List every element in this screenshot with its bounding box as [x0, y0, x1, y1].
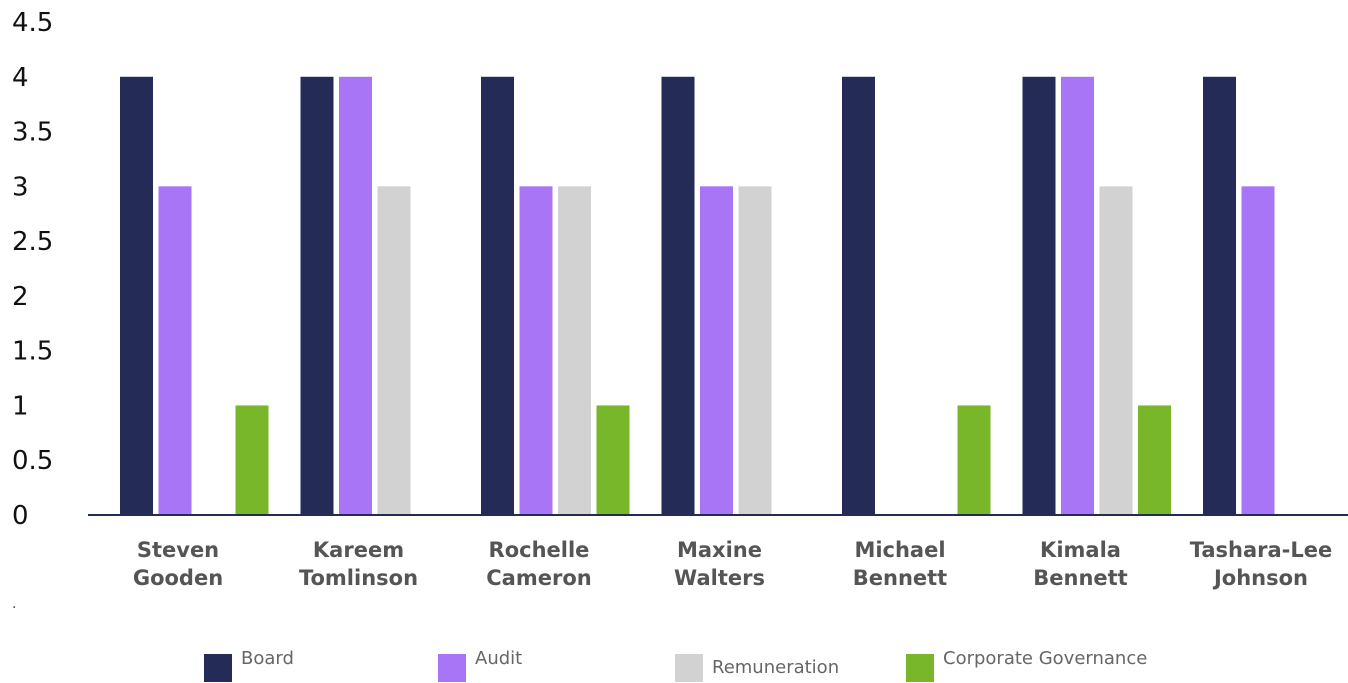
x-tick-label: Kareem: [313, 538, 404, 562]
bar-remuneration: [1099, 186, 1133, 516]
bar-board: [300, 76, 334, 516]
legend: Board Audit Remuneration Corporate Governan…: [204, 648, 1147, 682]
bar-corporate-governance: [957, 405, 991, 515]
bar-board: [842, 76, 875, 516]
x-tick-label: Steven: [137, 538, 219, 562]
legend-label: Corporate Governance: [943, 648, 1147, 669]
x-tick-label: Michael: [854, 538, 945, 562]
legend-item-remuneration: Remuneration: [675, 654, 839, 682]
legend-item-audit: Audit: [438, 648, 522, 682]
legend-label: Board: [241, 648, 294, 669]
legend-swatch: [675, 654, 703, 682]
footnote-dot: .: [12, 596, 16, 612]
bar-board: [661, 76, 695, 516]
bar-audit: [1061, 76, 1094, 516]
bar-corporate-governance: [235, 405, 269, 515]
bar-remuneration: [558, 186, 591, 516]
legend-label: Audit: [475, 648, 522, 669]
y-tick-label: 4: [12, 63, 29, 93]
bar-audit: [519, 186, 553, 516]
y-tick-label: 1: [12, 391, 29, 421]
y-tick-label: 2.5: [12, 227, 53, 257]
x-tick-label: Walters: [674, 566, 765, 590]
legend-swatch: [438, 654, 466, 682]
bars-layer: [120, 76, 1275, 516]
y-tick-label: 0: [12, 501, 29, 531]
bar-audit: [158, 186, 192, 516]
x-tick-label: Bennett: [853, 566, 947, 590]
x-axis-labels: Steven Gooden Kareem Tomlinson Rochelle Camer…: [133, 538, 1332, 590]
y-tick-label: 2: [12, 282, 29, 312]
bar-audit: [1241, 186, 1275, 516]
bar-board: [1203, 76, 1236, 516]
bar-board: [481, 76, 514, 516]
x-tick-label: Johnson: [1212, 566, 1308, 590]
legend-swatch: [204, 654, 232, 682]
legend-label: Remuneration: [712, 657, 839, 678]
bar-remuneration: [377, 186, 411, 516]
x-tick-label: Tomlinson: [299, 566, 418, 590]
x-tick-label: Kimala: [1040, 538, 1121, 562]
bar-board: [1022, 76, 1056, 516]
x-tick-label: Rochelle: [489, 538, 590, 562]
legend-item-corporate-governance: Corporate Governance: [906, 648, 1147, 682]
legend-item-board: Board: [204, 648, 294, 682]
bar-corporate-governance: [596, 405, 630, 515]
bar-audit: [339, 76, 372, 516]
bar-board: [120, 76, 153, 516]
y-tick-label: 4.5: [12, 8, 53, 38]
y-tick-label: 0.5: [12, 446, 53, 476]
x-tick-label: Gooden: [133, 566, 223, 590]
bar-audit: [700, 186, 733, 516]
y-tick-label: 3: [12, 172, 29, 202]
bar-corporate-governance: [1138, 405, 1171, 515]
x-tick-label: Bennett: [1033, 566, 1127, 590]
x-tick-label: Cameron: [486, 566, 591, 590]
bar-remuneration: [738, 186, 772, 516]
y-tick-label: 1.5: [12, 337, 53, 367]
legend-swatch: [906, 654, 934, 682]
x-tick-label: Maxine: [677, 538, 762, 562]
y-axis: 0 0.5 1 1.5 2 2.5 3 3.5 4 4.5: [12, 8, 53, 531]
y-tick-label: 3.5: [12, 118, 53, 148]
x-tick-label: Tashara-Lee: [1190, 538, 1333, 562]
